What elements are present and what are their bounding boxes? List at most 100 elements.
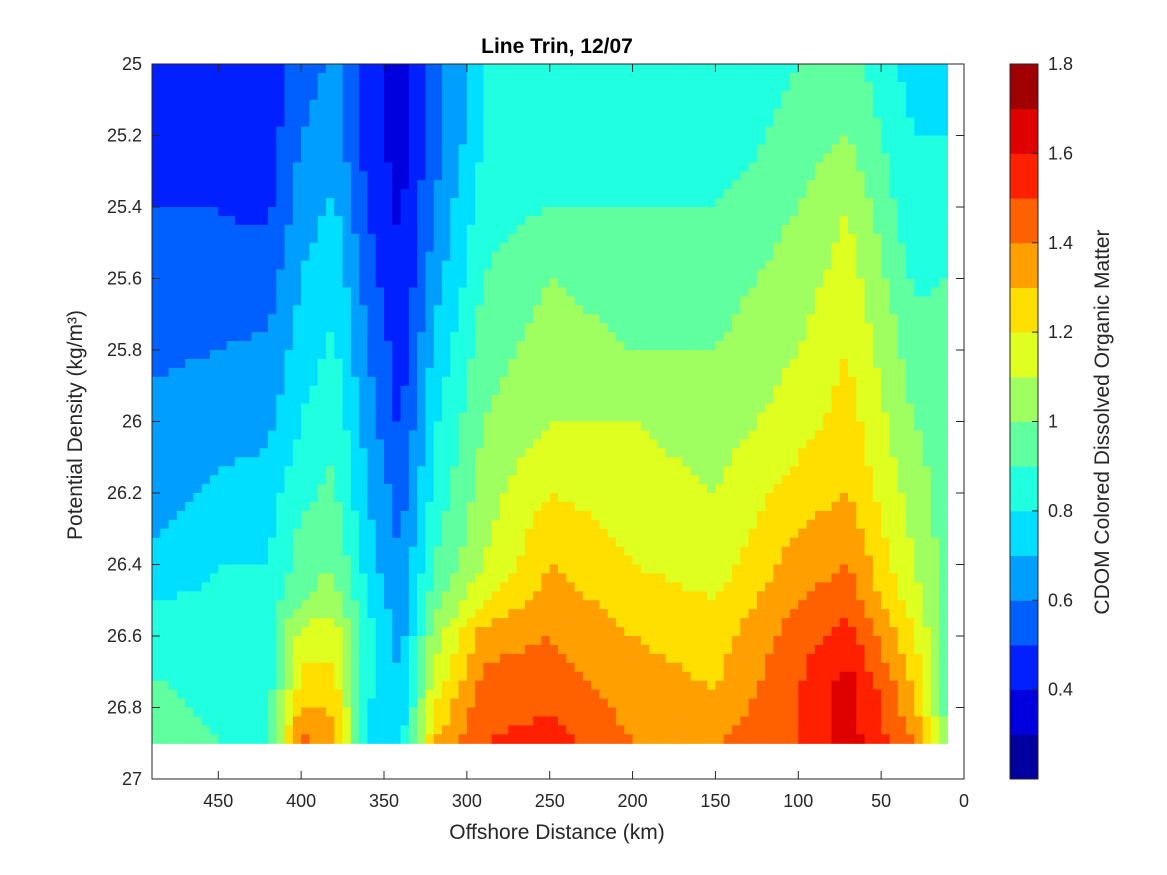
- contour-cell: [442, 484, 451, 494]
- contour-cell: [665, 153, 675, 163]
- contour-cell: [864, 501, 874, 512]
- contour-cell: [574, 367, 584, 378]
- contour-cell: [317, 394, 327, 405]
- contour-cell: [483, 90, 493, 101]
- contour-cell: [823, 207, 833, 217]
- contour-cell: [193, 126, 203, 137]
- contour-cell: [466, 466, 476, 476]
- contour-cell: [375, 144, 385, 154]
- contour-cell: [326, 99, 335, 110]
- contour-cell: [342, 519, 352, 530]
- contour-cell: [433, 412, 443, 423]
- contour-cell: [524, 64, 534, 74]
- contour-cell: [889, 180, 899, 190]
- contour-cell: [723, 171, 733, 181]
- contour-cell: [756, 144, 766, 154]
- contour-cell: [201, 314, 211, 324]
- contour-cell: [400, 457, 410, 467]
- contour-cell: [549, 108, 559, 119]
- contour-cell: [442, 519, 451, 530]
- contour-cell: [458, 501, 468, 512]
- contour-cell: [417, 448, 427, 458]
- contour-cell: [367, 493, 377, 503]
- contour-cell: [201, 484, 211, 494]
- contour-cell: [417, 180, 427, 190]
- contour-cell: [408, 72, 418, 83]
- contour-cell: [475, 189, 485, 199]
- contour-cell: [848, 448, 857, 458]
- contour-cell: [392, 144, 402, 154]
- contour-cell: [599, 475, 609, 485]
- contour-cell: [193, 251, 203, 262]
- contour-cell: [930, 99, 940, 110]
- contour-cell: [516, 108, 526, 119]
- contour-cell: [309, 385, 319, 396]
- contour-cell: [549, 376, 559, 387]
- contour-cell: [856, 332, 866, 342]
- contour-cell: [185, 287, 195, 297]
- contour-cell: [201, 305, 211, 315]
- contour-cell: [516, 72, 526, 83]
- contour-cell: [781, 430, 791, 440]
- contour-cell: [483, 242, 493, 253]
- contour-cell: [881, 296, 891, 306]
- contour-cell: [723, 207, 733, 217]
- contour-cell: [823, 403, 833, 414]
- contour-cell: [152, 385, 161, 396]
- contour-cell: [201, 510, 211, 521]
- contour-cell: [715, 305, 725, 315]
- contour-cell: [574, 296, 584, 306]
- contour-cell: [624, 278, 634, 289]
- contour-cell: [549, 224, 559, 235]
- contour-cell: [433, 224, 443, 235]
- contour-cell: [831, 153, 841, 163]
- contour-cell: [939, 72, 949, 83]
- contour-cell: [765, 448, 775, 458]
- contour-cell: [823, 90, 833, 101]
- contour-cell: [674, 439, 683, 449]
- contour-cell: [168, 224, 178, 235]
- contour-cell: [864, 162, 874, 172]
- contour-cell: [707, 475, 717, 485]
- contour-cell: [284, 180, 294, 190]
- contour-cell: [152, 180, 161, 190]
- contour-cell: [384, 260, 393, 271]
- contour-cell: [558, 260, 567, 271]
- contour-cell: [665, 314, 675, 324]
- contour-cell: [433, 358, 443, 369]
- contour-cell: [930, 135, 940, 146]
- contour-cell: [400, 421, 410, 432]
- contour-cell: [491, 341, 501, 351]
- contour-cell: [541, 439, 551, 449]
- contour-cell: [160, 519, 170, 530]
- contour-cell: [599, 457, 609, 467]
- contour-cell: [276, 430, 286, 440]
- contour-cell: [649, 287, 659, 297]
- contour-cell: [632, 198, 642, 208]
- contour-cell: [889, 385, 899, 396]
- contour-cell: [152, 224, 161, 235]
- contour-cell: [848, 117, 857, 128]
- contour-cell: [251, 180, 261, 190]
- contour-cell: [690, 162, 700, 172]
- contour-cell: [226, 305, 236, 315]
- contour-cell: [649, 296, 659, 306]
- contour-cell: [152, 510, 161, 521]
- contour-cell: [732, 475, 741, 485]
- contour-cell: [334, 215, 344, 226]
- contour-cell: [889, 287, 899, 297]
- contour-cell: [359, 493, 369, 503]
- contour-cell: [848, 287, 857, 297]
- contour-cell: [176, 296, 186, 306]
- contour-cell: [458, 412, 468, 423]
- contour-cell: [483, 72, 493, 83]
- contour-cell: [864, 153, 874, 163]
- contour-cell: [367, 144, 377, 154]
- contour-cell: [450, 323, 460, 333]
- contour-cell: [317, 117, 327, 128]
- contour-cell: [533, 99, 543, 110]
- contour-cell: [168, 439, 178, 449]
- contour-cell: [400, 484, 410, 494]
- contour-cell: [574, 99, 584, 110]
- contour-cell: [591, 108, 601, 119]
